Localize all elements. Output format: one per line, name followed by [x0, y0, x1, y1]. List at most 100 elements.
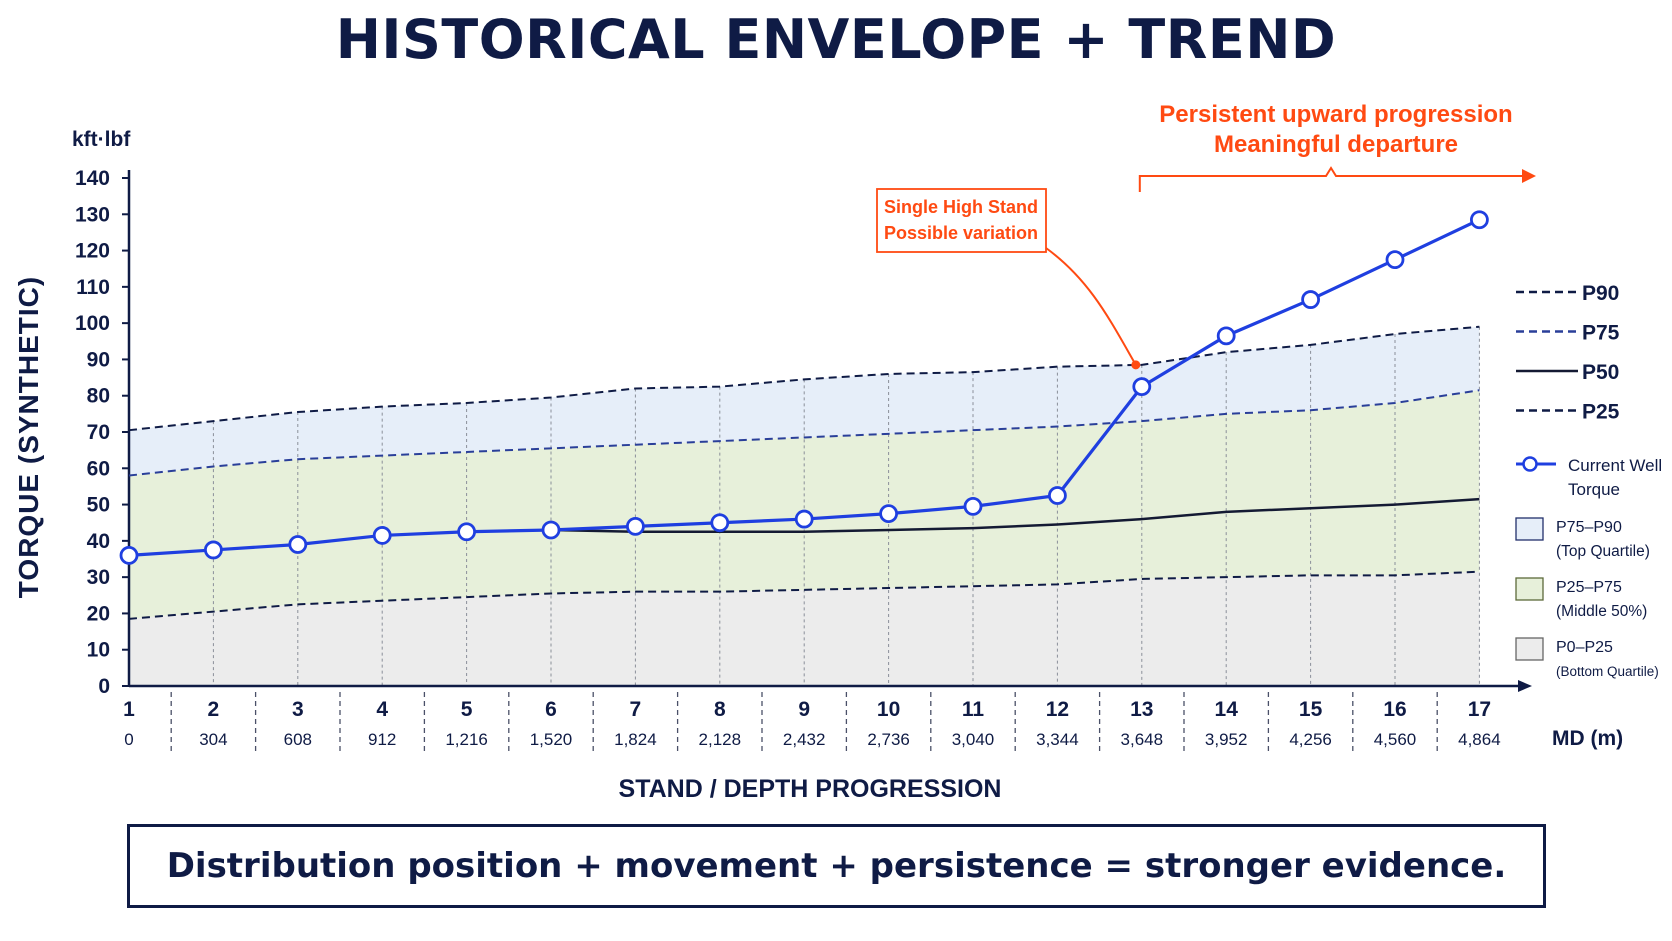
y-tick-label: 60 — [87, 457, 110, 480]
x-tick-label: 2 — [208, 698, 220, 721]
y-tick-label: 50 — [87, 494, 110, 517]
legend-band-sublabel: (Middle 50%) — [1556, 603, 1647, 620]
x-tick-label: 1 — [123, 698, 135, 721]
y-axis-title: TORQUE (SYNTHETIC) — [13, 276, 44, 598]
legend-band-sublabel: (Bottom Quartile) — [1556, 664, 1659, 679]
md-tick-label: 304 — [199, 730, 227, 749]
md-tick-label: 4,864 — [1458, 730, 1501, 749]
legend-band-sublabel: (Top Quartile) — [1556, 543, 1650, 560]
legend-band-label: P25–P75 — [1556, 579, 1622, 596]
md-tick-label: 3,648 — [1121, 730, 1164, 749]
legend-band-label: P0–P25 — [1556, 639, 1613, 656]
legend-band-swatch — [1515, 637, 1544, 661]
current-well-point — [372, 526, 392, 545]
annotation-leader — [1045, 247, 1137, 366]
md-tick-label: 912 — [368, 730, 396, 749]
x-tick-label: 17 — [1468, 698, 1491, 721]
current-well-point — [1385, 250, 1405, 270]
current-well-point — [963, 496, 983, 516]
x-tick-label: 13 — [1130, 698, 1153, 721]
y-tick-label: 80 — [87, 385, 110, 408]
annotation-dot — [1131, 360, 1141, 370]
legend-label-p50: P50 — [1582, 361, 1619, 384]
current-well-point — [794, 509, 814, 529]
y-tick-label: 20 — [87, 602, 110, 625]
md-tick-label: 3,344 — [1036, 730, 1079, 749]
x-axis-arrow — [1518, 680, 1532, 692]
x-tick-label: 10 — [877, 698, 900, 721]
md-tick-label: 1,216 — [445, 730, 488, 749]
legend-band-swatch — [1515, 517, 1544, 541]
current-well-point — [288, 535, 308, 554]
current-well-point — [541, 520, 561, 540]
md-tick-label: 1,520 — [530, 730, 573, 749]
axis-labels: kft·lbf TORQUE (SYNTHETIC) STAND / DEPTH P… — [13, 128, 1623, 803]
y-tick-label: 100 — [75, 312, 110, 335]
legend: P90 P75 P50 P25 Current Well Torque P75–P90 (To… — [1515, 282, 1662, 679]
x-tick-label: 6 — [545, 698, 557, 721]
y-tick-label: 40 — [87, 530, 110, 553]
x-tick-label: 9 — [798, 698, 810, 721]
legend-label-current: Current Well — [1568, 456, 1662, 475]
line-p25 — [128, 570, 1480, 620]
line-p75 — [128, 389, 1480, 477]
legend-band-swatch — [1515, 577, 1544, 601]
annotation-bracket — [1138, 166, 1528, 192]
md-tick-label: 0 — [124, 730, 133, 749]
y-tick-label: 10 — [87, 639, 110, 662]
band-p75-p90 — [129, 326, 1480, 476]
series-lines — [128, 325, 1480, 620]
y-tick-label: 120 — [75, 240, 110, 263]
md-tick-label: 4,256 — [1289, 730, 1332, 749]
y-unit-label: kft·lbf — [72, 128, 131, 151]
x-axis-title: STAND / DEPTH PROGRESSION — [619, 775, 1002, 803]
x-tick-label: 4 — [376, 698, 388, 721]
footer-box: Distribution position + movement + persi… — [127, 824, 1546, 908]
current-well-point — [457, 522, 477, 542]
annotation-text: Meaningful departure — [1214, 131, 1458, 158]
current-well-point — [203, 540, 223, 560]
footer-text: Distribution position + movement + persi… — [166, 846, 1507, 886]
annotations: Single High Stand Possible variation Persi… — [876, 101, 1536, 370]
md-tick-label: 3,952 — [1205, 730, 1248, 749]
current-well-point — [1301, 290, 1320, 309]
current-well-point — [1048, 486, 1067, 505]
chart-title: HISTORICAL ENVELOPE + TREND — [335, 8, 1337, 71]
current-well-point — [710, 513, 730, 533]
current-well-point — [626, 516, 645, 536]
x-tick-label: 16 — [1383, 698, 1406, 721]
y-tick-label: 30 — [87, 566, 110, 589]
current-well-point — [1132, 377, 1152, 397]
axes: 0102030405060708090100110120130140102304… — [75, 167, 1532, 752]
x-tick-label: 12 — [1046, 698, 1069, 721]
line-p90 — [128, 325, 1480, 432]
annotation-box — [876, 188, 1047, 253]
x-tick-label: 15 — [1299, 698, 1323, 721]
md-tick-label: 3,040 — [952, 730, 995, 749]
current-well-point — [119, 545, 139, 565]
y-tick-label: 130 — [75, 203, 110, 226]
annotation-text: Possible variation — [884, 223, 1038, 243]
md-tick-label: 4,560 — [1374, 730, 1417, 749]
md-tick-label: 2,432 — [783, 730, 826, 749]
legend-band-label: P75–P90 — [1556, 519, 1622, 536]
current-well-point — [1216, 326, 1236, 346]
current-well-series — [119, 210, 1489, 565]
y-tick-label: 140 — [75, 167, 110, 190]
md-axis-title: MD (m) — [1552, 727, 1623, 750]
legend-label-current-2: Torque — [1568, 480, 1620, 499]
x-tick-label: 7 — [630, 698, 642, 721]
md-tick-label: 2,128 — [699, 730, 742, 749]
y-tick-label: 110 — [76, 276, 110, 299]
annotation-arrowhead — [1522, 169, 1536, 183]
x-tick-label: 11 — [962, 698, 985, 721]
x-tick-label: 8 — [714, 698, 726, 721]
y-tick-label: 0 — [98, 675, 110, 698]
line-p50 — [550, 497, 1480, 534]
annotation-text: Persistent upward progression — [1159, 101, 1512, 128]
current-well-point — [1470, 210, 1489, 230]
legend-marker-current — [1522, 456, 1538, 472]
current-well-point — [879, 504, 898, 524]
y-tick-label: 90 — [87, 348, 110, 371]
